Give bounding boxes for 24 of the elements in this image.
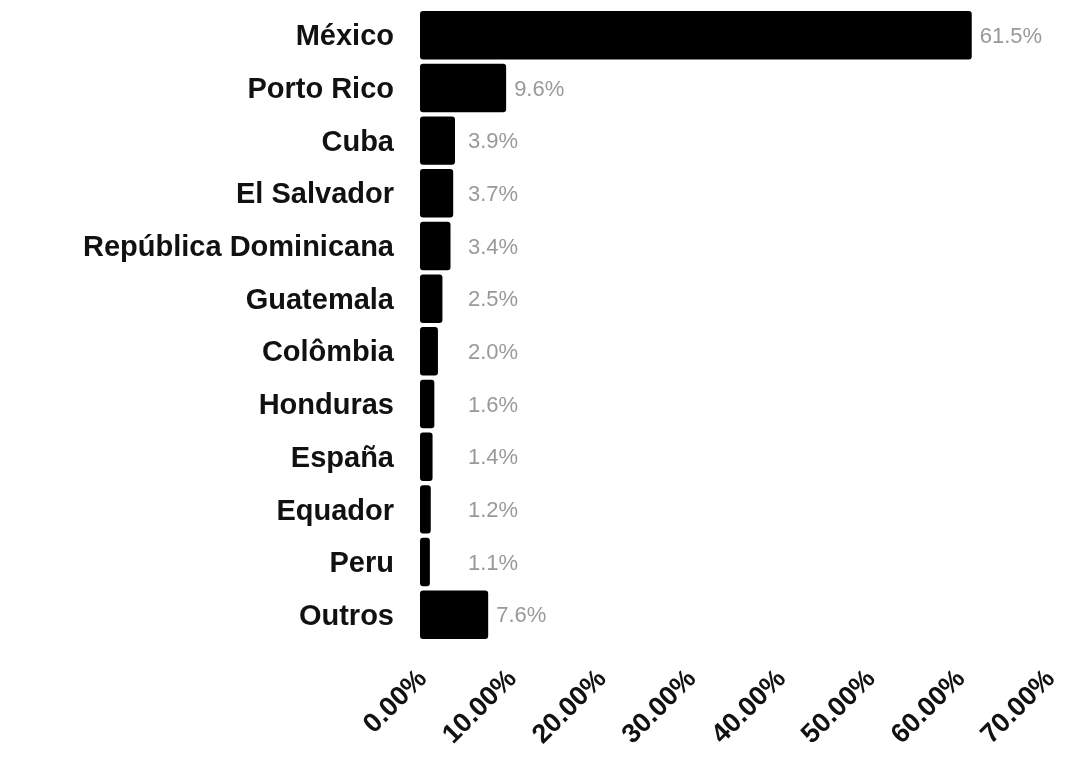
y-tick-label: Outros (298, 598, 394, 631)
y-tick-label: Honduras (258, 388, 394, 421)
data-label: 1.2% (468, 497, 519, 523)
data-label: 1.4% (468, 444, 519, 470)
data-label: 3.7% (468, 181, 519, 207)
y-tick-label: México (295, 19, 394, 52)
y-tick-label: Porto Rico (247, 72, 394, 105)
data-label: 61.5% (979, 22, 1043, 48)
y-tick-label: República Dominicana (82, 230, 395, 263)
data-label: 7.6% (496, 602, 547, 628)
y-tick-label: Cuba (321, 124, 395, 157)
data-label: 9.6% (514, 75, 565, 101)
data-label: 1.6% (468, 391, 519, 417)
y-tick-label: Equador (276, 493, 394, 526)
data-label: 3.4% (468, 233, 519, 259)
data-label: 2.5% (468, 286, 519, 312)
data-label: 2.0% (468, 339, 519, 365)
y-tick-label: Guatemala (245, 282, 395, 315)
y-tick-label: Peru (329, 546, 394, 579)
y-tick-label: Colômbia (261, 335, 395, 368)
data-label: 1.1% (468, 549, 519, 575)
y-tick-label: El Salvador (236, 177, 394, 210)
y-tick-label: España (290, 440, 395, 473)
data-label: 3.9% (468, 128, 519, 154)
